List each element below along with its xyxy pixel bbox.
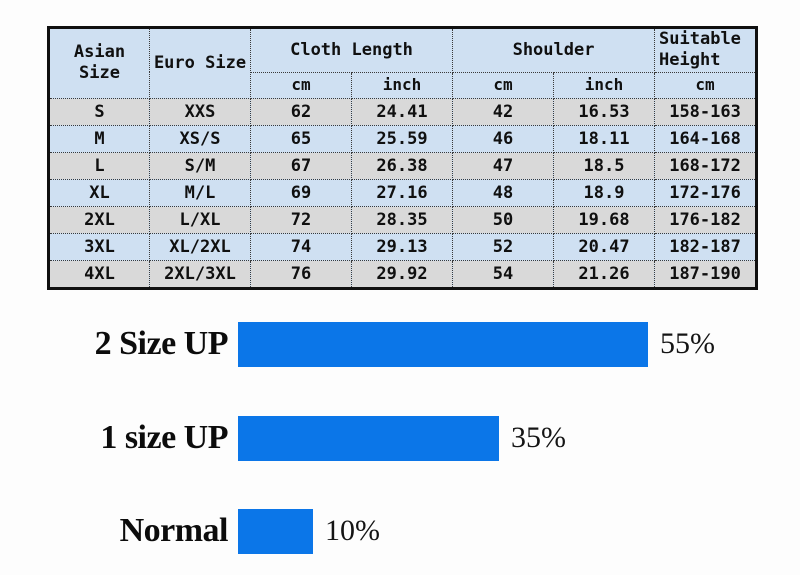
table-row: L S/M 67 26.38 47 18.5 168-172 xyxy=(48,151,758,180)
size-table-header: Asian Size Euro Size Cloth Length Should… xyxy=(48,27,758,99)
cell-euro-size: XS/S xyxy=(149,124,251,153)
cell-shoulder-cm: 50 xyxy=(452,205,555,234)
bar-value-label: 10% xyxy=(325,514,380,547)
cell-cloth-inch: 29.92 xyxy=(350,259,454,289)
cell-asian-size: 2XL xyxy=(48,205,150,234)
cell-height: 187-190 xyxy=(654,259,758,289)
header-cloth-inch: inch xyxy=(350,71,454,99)
cell-shoulder-inch: 18.11 xyxy=(553,124,656,153)
bar-label: 1 size UP xyxy=(100,419,228,456)
cell-euro-size: L/XL xyxy=(149,205,251,234)
header-shoulder-cm: cm xyxy=(452,71,555,99)
cell-cloth-cm: 72 xyxy=(250,205,352,234)
table-row: 3XL XL/2XL 74 29.13 52 20.47 182-187 xyxy=(48,232,758,261)
cell-euro-size: XL/2XL xyxy=(149,232,251,261)
table-row: M XS/S 65 25.59 46 18.11 164-168 xyxy=(48,124,758,153)
bar-label: 2 Size UP xyxy=(94,325,229,362)
cell-cloth-inch: 26.38 xyxy=(350,151,454,180)
cell-cloth-inch: 24.41 xyxy=(350,97,454,126)
cell-height: 158-163 xyxy=(654,97,758,126)
cell-euro-size: XXS xyxy=(149,97,251,126)
cell-shoulder-cm: 46 xyxy=(452,124,555,153)
cell-cloth-inch: 27.16 xyxy=(350,178,454,207)
cell-asian-size: XL xyxy=(48,178,150,207)
cell-height: 168-172 xyxy=(654,151,758,180)
bar-value-label: 55% xyxy=(660,327,715,360)
cell-height: 164-168 xyxy=(654,124,758,153)
header-shoulder: Shoulder xyxy=(452,27,656,73)
cell-asian-size: M xyxy=(48,124,150,153)
bar-row-1-size-up: 1 size UP 35% xyxy=(0,415,800,461)
cell-asian-size: S xyxy=(48,97,150,126)
cell-shoulder-cm: 42 xyxy=(452,97,555,126)
size-table-body: S XXS 62 24.41 42 16.53 158-163 M XS/S 6… xyxy=(48,97,758,289)
size-chart-table: Asian Size Euro Size Cloth Length Should… xyxy=(47,26,759,290)
cell-cloth-cm: 62 xyxy=(250,97,352,126)
cell-height: 176-182 xyxy=(654,205,758,234)
header-euro-size: Euro Size xyxy=(149,27,251,99)
cell-shoulder-cm: 48 xyxy=(452,178,555,207)
cell-height: 182-187 xyxy=(654,232,758,261)
table-row: 2XL L/XL 72 28.35 50 19.68 176-182 xyxy=(48,205,758,234)
header-shoulder-inch: inch xyxy=(553,71,656,99)
cell-shoulder-cm: 47 xyxy=(452,151,555,180)
cell-cloth-cm: 74 xyxy=(250,232,352,261)
cell-euro-size: M/L xyxy=(149,178,251,207)
cell-shoulder-inch: 20.47 xyxy=(553,232,656,261)
bar-2-size-up xyxy=(238,321,648,367)
cell-cloth-inch: 29.13 xyxy=(350,232,454,261)
header-asian-size: Asian Size xyxy=(48,27,150,99)
cell-cloth-cm: 69 xyxy=(250,178,352,207)
cell-asian-size: 3XL xyxy=(48,232,150,261)
cell-height: 172-176 xyxy=(654,178,758,207)
bar-value-label: 35% xyxy=(511,421,566,454)
bar-row-normal: Normal 10% xyxy=(0,508,800,554)
cell-cloth-cm: 67 xyxy=(250,151,352,180)
header-height-cm: cm xyxy=(654,71,758,99)
cell-shoulder-inch: 19.68 xyxy=(553,205,656,234)
bar-1-size-up xyxy=(238,415,499,461)
bar-label: Normal xyxy=(119,512,229,549)
cell-shoulder-inch: 18.5 xyxy=(553,151,656,180)
cell-cloth-inch: 25.59 xyxy=(350,124,454,153)
table-row: XL M/L 69 27.16 48 18.9 172-176 xyxy=(48,178,758,207)
cell-shoulder-inch: 16.53 xyxy=(553,97,656,126)
cell-asian-size: 4XL xyxy=(48,259,150,289)
cell-shoulder-cm: 54 xyxy=(452,259,555,289)
header-suitable-height: Suitable Height xyxy=(654,27,758,73)
bar-normal xyxy=(238,508,313,554)
table-row: S XXS 62 24.41 42 16.53 158-163 xyxy=(48,97,758,126)
cell-euro-size: 2XL/3XL xyxy=(149,259,251,289)
cell-shoulder-inch: 21.26 xyxy=(553,259,656,289)
cell-cloth-cm: 65 xyxy=(250,124,352,153)
cell-euro-size: S/M xyxy=(149,151,251,180)
cell-cloth-inch: 28.35 xyxy=(350,205,454,234)
cell-asian-size: L xyxy=(48,151,150,180)
cell-shoulder-inch: 18.9 xyxy=(553,178,656,207)
cell-cloth-cm: 76 xyxy=(250,259,352,289)
header-cloth-cm: cm xyxy=(250,71,352,99)
header-cloth-length: Cloth Length xyxy=(249,27,454,73)
bar-row-2-size-up: 2 Size UP 55% xyxy=(0,321,800,367)
table-row: 4XL 2XL/3XL 76 29.92 54 21.26 187-190 xyxy=(48,259,758,289)
cell-shoulder-cm: 52 xyxy=(452,232,555,261)
